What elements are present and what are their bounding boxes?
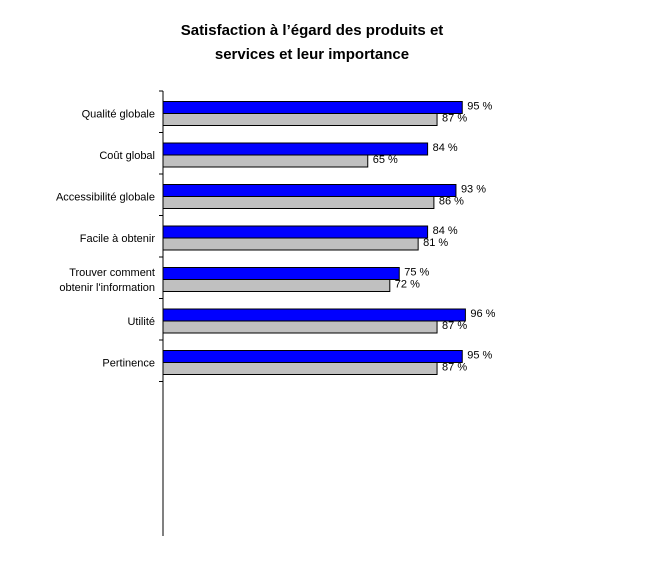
data-label: 87 % xyxy=(442,113,467,125)
bar xyxy=(162,350,463,363)
data-label: 87 % xyxy=(442,320,467,332)
chart-title-line: Satisfaction à l’égard des produits et xyxy=(181,22,444,39)
category-label: Qualité globale xyxy=(82,109,155,121)
bar xyxy=(162,184,457,197)
bar xyxy=(162,101,463,114)
data-label: 95 % xyxy=(467,350,492,362)
data-label: 86 % xyxy=(439,196,464,208)
category-label: Facile à obtenir xyxy=(80,233,156,245)
data-label: 84 % xyxy=(433,142,458,154)
bar xyxy=(162,196,435,209)
category-label: Accessibilité globale xyxy=(56,192,155,204)
bar xyxy=(162,225,429,239)
category-label: obtenir l'information xyxy=(59,282,155,294)
data-label: 93 % xyxy=(461,184,486,196)
bar xyxy=(162,362,438,375)
bar xyxy=(162,279,391,292)
category-label: Trouver comment xyxy=(69,267,155,279)
data-label: 96 % xyxy=(470,308,495,320)
data-label: 95 % xyxy=(467,101,492,113)
bars-group xyxy=(162,101,466,375)
category-label: Coût global xyxy=(99,150,155,162)
data-label: 84 % xyxy=(433,225,458,237)
category-label: Utilité xyxy=(127,316,155,328)
chart-title-line: services et leur importance xyxy=(215,46,409,63)
data-label: 72 % xyxy=(395,279,420,291)
category-labels: Qualité globale Coût global Accessibilité … xyxy=(56,109,155,370)
bar xyxy=(162,267,400,280)
bar xyxy=(162,320,438,334)
data-label: 65 % xyxy=(373,154,398,166)
data-label: 87 % xyxy=(442,362,467,374)
bar xyxy=(162,154,369,168)
chart-title: Satisfaction à l’égard des produits et se… xyxy=(181,22,444,63)
data-label: 75 % xyxy=(404,267,429,279)
bar xyxy=(162,113,438,126)
category-label: Pertinence xyxy=(102,358,155,370)
y-axis-ticks xyxy=(159,90,163,382)
data-label: 81 % xyxy=(423,237,448,249)
bar xyxy=(162,237,419,251)
data-labels: 95 %87 %84 %65 %93 %86 %84 %81 %75 %72 %… xyxy=(373,101,496,374)
bar xyxy=(162,308,466,322)
